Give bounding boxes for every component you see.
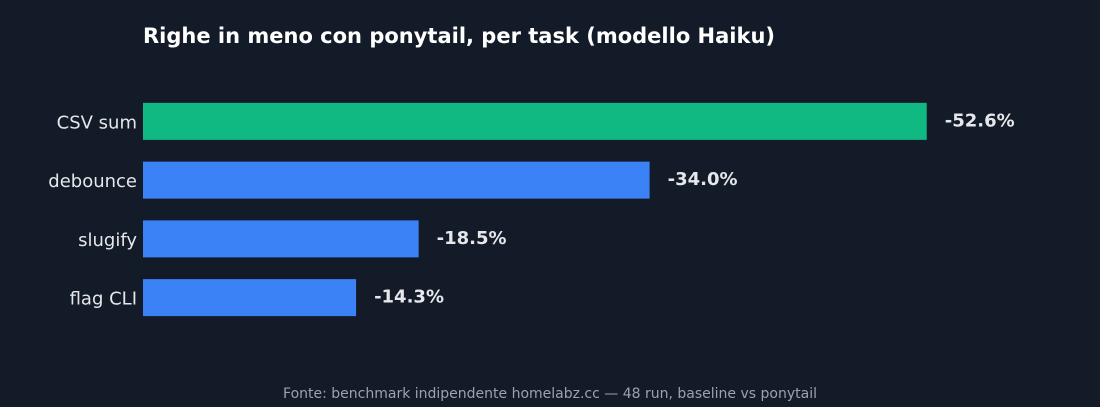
value-label: -14.3%	[374, 287, 444, 308]
value-label: -52.6%	[945, 110, 1015, 131]
source-note: Fonte: benchmark indipendente homelabz.c…	[283, 386, 817, 402]
bar	[143, 220, 419, 258]
y-tick-label: flag CLI	[70, 289, 137, 310]
y-tick-label: CSV sum	[57, 112, 137, 133]
bar	[143, 161, 650, 199]
bar	[143, 102, 927, 140]
bar	[143, 279, 357, 317]
value-label: -18.5%	[437, 228, 507, 249]
y-tick-label: debounce	[48, 171, 137, 192]
y-tick-label: slugify	[78, 230, 137, 251]
chart-title: Righe in meno con ponytail, per task (mo…	[143, 24, 775, 48]
value-label: -34.0%	[668, 169, 738, 190]
